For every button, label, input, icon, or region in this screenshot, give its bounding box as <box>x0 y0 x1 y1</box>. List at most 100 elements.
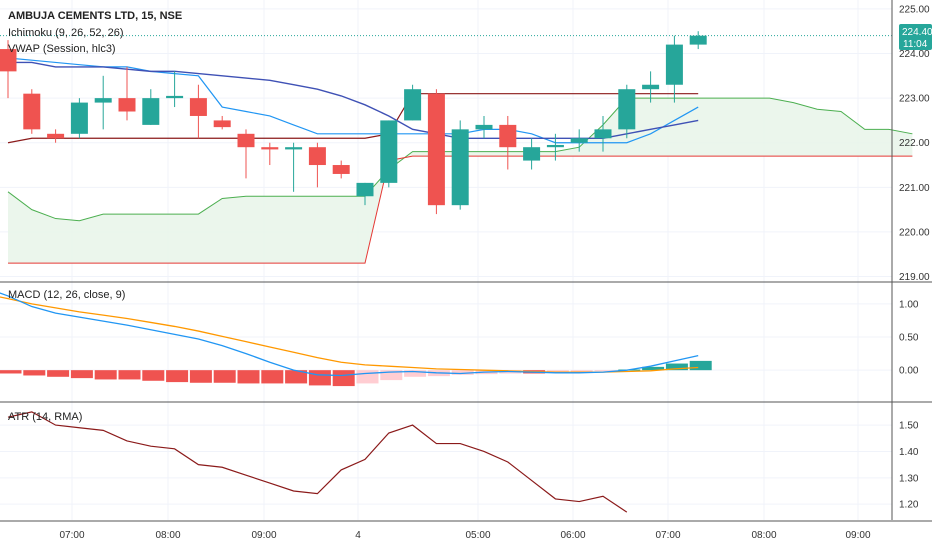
candle <box>380 120 398 188</box>
macd-histogram-bar <box>189 370 212 383</box>
vwap-label: VWAP (Session, hlc3) <box>8 43 116 55</box>
candle-body <box>261 147 279 150</box>
atr-y-tick-label: 1.20 <box>899 500 919 511</box>
x-tick-label: 09:00 <box>251 530 276 541</box>
macd-histogram-bar <box>356 370 379 384</box>
axes: 07:00 08:00 09:00 4 05:00 06:00 07:00 08:00 09:0… <box>0 0 932 541</box>
candle <box>213 115 231 130</box>
macd-histogram-bar <box>261 370 284 384</box>
candle-body <box>427 93 445 206</box>
candle-body <box>665 44 683 85</box>
x-tick-label: 07:00 <box>655 530 680 541</box>
candle <box>47 129 65 143</box>
candle <box>332 160 350 179</box>
x-tick-label: 09:00 <box>845 530 870 541</box>
candle <box>261 142 279 166</box>
candle <box>23 89 41 134</box>
macd-histogram-bar <box>546 370 569 373</box>
candle <box>166 71 184 108</box>
candle-body <box>332 165 350 174</box>
candle-body <box>94 98 112 103</box>
candle-body <box>70 102 88 134</box>
candle <box>189 84 207 139</box>
macd-histogram-bar <box>689 360 712 371</box>
macd-line <box>0 292 699 377</box>
macd-histogram-bar <box>70 370 93 379</box>
candle <box>404 84 422 121</box>
candle-body <box>451 129 469 206</box>
candle-body <box>189 98 207 116</box>
candle-body <box>642 84 660 90</box>
macd-label: MACD (12, 26, close, 9) <box>8 289 125 301</box>
atr-label: ATR (14, RMA) <box>8 411 82 423</box>
candle-body <box>404 89 422 121</box>
candle-body <box>0 49 17 72</box>
candle <box>70 98 88 139</box>
macd-histogram-bar <box>94 370 117 380</box>
candle-body <box>380 120 398 183</box>
candle-body <box>689 35 707 45</box>
candle <box>356 182 374 206</box>
macd-histogram-bar <box>594 370 617 372</box>
price-tag-value: 224.40 <box>902 27 932 38</box>
candle <box>451 120 469 210</box>
candle <box>0 40 17 99</box>
candle <box>94 75 112 130</box>
candle <box>523 138 541 170</box>
atr-pane <box>7 411 628 513</box>
kijun-line <box>7 93 699 144</box>
candle-body <box>594 129 612 139</box>
candle <box>546 133 564 161</box>
candle <box>594 115 612 152</box>
candle-body <box>523 147 541 161</box>
symbol-title: AMBUJA CEMENTS LTD, 15, NSE <box>8 10 182 22</box>
macd-histogram-bar <box>166 370 189 383</box>
candle-body <box>213 120 231 128</box>
macd-y-tick-label: 0.00 <box>899 366 919 377</box>
candle-body <box>356 182 374 197</box>
atr-y-tick-label: 1.40 <box>899 447 919 458</box>
macd-histogram-bar <box>642 366 665 371</box>
candle <box>285 142 303 192</box>
macd-histogram-bar <box>570 370 593 373</box>
macd-histogram-bar <box>118 370 141 380</box>
cloud-fill <box>8 98 913 264</box>
candle <box>618 84 636 139</box>
candle-body <box>570 138 588 143</box>
candle <box>570 129 588 152</box>
candle <box>475 115 493 139</box>
candle <box>665 35 683 103</box>
candle <box>237 129 255 179</box>
x-tick-label: 4 <box>355 530 361 541</box>
macd-y-tick-label: 1.00 <box>899 299 919 310</box>
candle <box>642 71 660 103</box>
candle <box>142 89 160 125</box>
candle <box>499 115 517 170</box>
macd-histogram-bar <box>404 370 427 377</box>
price-tag-countdown: 11:04 <box>903 39 928 50</box>
candle-body <box>618 89 636 130</box>
ichimoku-label: Ichimoku (9, 26, 52, 26) <box>8 27 124 39</box>
tenkan-line <box>7 57 699 144</box>
candles <box>0 31 707 215</box>
macd-histogram-bar <box>47 370 70 377</box>
candle <box>308 142 326 188</box>
candle-body <box>546 144 564 148</box>
macd-signal-line <box>0 296 699 373</box>
candle <box>689 31 707 50</box>
x-tick-label: 08:00 <box>751 530 776 541</box>
candle-body <box>118 98 136 112</box>
y-tick-label: 225.00 <box>899 4 930 15</box>
candle-body <box>166 95 184 99</box>
candle-body <box>237 133 255 148</box>
y-tick-label: 224.00 <box>899 49 930 60</box>
macd-histogram-bar <box>380 370 403 381</box>
macd-histogram-bar <box>0 370 22 374</box>
atr-y-tick-label: 1.50 <box>899 421 919 432</box>
candle-body <box>47 133 65 139</box>
y-tick-label: 221.00 <box>899 183 930 194</box>
price-tag: 224.40 11:04 <box>899 24 932 50</box>
candle <box>118 66 136 121</box>
macd-pane <box>0 292 712 387</box>
